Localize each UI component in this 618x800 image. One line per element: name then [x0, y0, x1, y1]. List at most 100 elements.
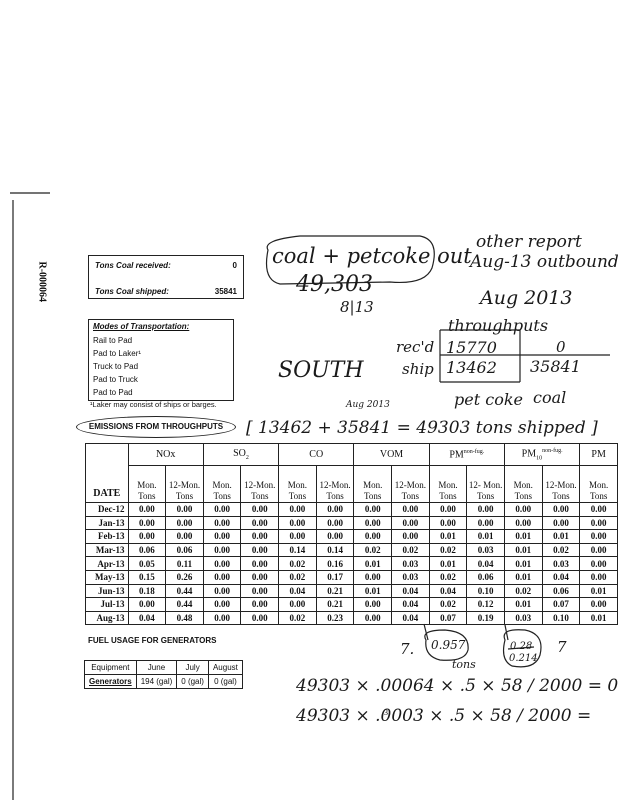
value-cell: 0.02 [353, 542, 393, 558]
value-cell: 0.00 [202, 610, 242, 626]
fuel-title: FUEL USAGE FOR GENERATORS [88, 636, 217, 645]
hand-circle [424, 629, 469, 661]
group-header: CO [278, 443, 355, 466]
value-cell: 0.16 [315, 556, 355, 571]
hand-circle [265, 235, 435, 285]
value-cell: 0.00 [579, 529, 618, 544]
modes-box: Modes of Transportation: Rail to Pad Pad t… [88, 319, 234, 401]
page-number: 3 [384, 708, 388, 717]
group-header: VOM [353, 443, 430, 466]
handwriting: 35841 [530, 357, 581, 376]
value-cell: 0.44 [165, 583, 204, 599]
value-cell: 0.00 [202, 515, 242, 531]
handwriting: other report [476, 232, 582, 252]
value-cell: 0.48 [165, 610, 204, 626]
modes-title: Modes of Transportation: [93, 322, 190, 331]
value-cell: 0.00 [428, 515, 468, 531]
value-cell: 0.01 [541, 529, 581, 544]
date-cell: Jan-13 [85, 515, 129, 531]
group-header: NOx [127, 443, 204, 466]
group-header: PMnon-fug. [428, 443, 505, 466]
value-cell: 0.00 [541, 515, 581, 531]
mode-item: Pad to Laker¹ [93, 349, 142, 358]
handwriting: 49303 × .00064 × .5 × 58 / 2000 = 0.4 [296, 676, 618, 696]
handwriting: rec'd [396, 338, 435, 356]
group-sub: 2 [245, 455, 249, 461]
handwriting: Aug 2013 [480, 287, 573, 309]
group-name: NOx [155, 449, 176, 460]
hand-circle [502, 629, 542, 668]
value-cell: 0.00 [127, 597, 167, 612]
value-cell: 0.00 [503, 502, 543, 517]
value-cell: 0.04 [541, 569, 581, 585]
value-cell: 0.00 [202, 502, 242, 517]
value-cell: 0.00 [240, 542, 280, 558]
value-cell: 0.00 [278, 515, 317, 531]
data-row: Dec-12 0.00 0.00 0.00 0.00 0.00 0.00 0.00 0.00 0.… [85, 502, 618, 517]
header-row: DATE NOx SO2 CO VOM PMnon-fug. PM10non-fug. PM [85, 443, 618, 503]
value-cell: 0.05 [127, 556, 167, 571]
value-cell: 0.11 [165, 556, 204, 571]
value-cell: 0.03 [391, 569, 430, 585]
value-cell: 0.00 [202, 583, 242, 599]
value-cell: 0.10 [466, 583, 505, 599]
value-cell: 0.00 [127, 502, 167, 517]
coal-value: 0 [232, 261, 237, 270]
value-cell: 0.00 [202, 542, 242, 558]
value-cell: 0.19 [466, 610, 505, 626]
value-cell: 0.01 [503, 597, 543, 612]
value-cell: 0.02 [278, 556, 317, 571]
value-cell: 0.00 [240, 556, 280, 571]
handwriting: SOUTH [278, 358, 364, 383]
value-cell: 0.02 [541, 542, 581, 558]
coal-value: 35841 [214, 287, 237, 296]
value-cell: 0.04 [466, 556, 505, 571]
value-cell: 0.01 [503, 542, 543, 558]
handwriting: Aug 2013 [346, 400, 390, 410]
value-cell: 0.00 [579, 597, 618, 612]
value-cell: 0.02 [278, 569, 317, 585]
group-name: CO [309, 449, 324, 460]
coal-row: Tons Coal shipped: 35841 [95, 287, 237, 296]
value-cell: 0.06 [165, 542, 204, 558]
handwriting: [ 13462 + 35841 = 49303 tons shipped ] [246, 418, 598, 438]
value-cell: 0.00 [278, 502, 317, 517]
data-row: Apr-13 0.05 0.11 0.00 0.00 0.02 0.16 0.01 0.03 0.… [85, 556, 618, 571]
value-cell: 0.00 [165, 515, 204, 531]
value-cell: 0.01 [353, 583, 393, 599]
value-cell: 0.01 [353, 556, 393, 571]
date-cell: Jul-13 [85, 597, 129, 612]
handwriting: ship [402, 360, 434, 378]
value-cell: 0.14 [278, 542, 317, 558]
handwriting: 15770 [446, 338, 497, 357]
value-cell: 0.00 [240, 569, 280, 585]
value-cell: 0.00 [315, 502, 355, 517]
value-cell: 0.04 [428, 583, 468, 599]
value-cell: 0.00 [202, 529, 242, 544]
mode-item: Truck to Pad [93, 362, 139, 371]
handwriting: pet coke [454, 390, 523, 409]
value-cell: 0.00 [240, 502, 280, 517]
strike [507, 646, 535, 650]
value-cell: 0.01 [579, 610, 618, 626]
group-name: VOM [379, 449, 404, 460]
date-cell: Mar-13 [85, 542, 129, 558]
value-cell: 0.00 [579, 502, 618, 517]
value-cell: 0.12 [466, 597, 505, 612]
side-label: R-000064 [36, 261, 48, 303]
value-cell: 0.00 [278, 597, 317, 612]
handwriting: 7. [400, 640, 415, 658]
column-header: Mon. Tons [127, 465, 167, 503]
column-header: Mon. Tons [353, 465, 393, 503]
value-cell: 0.01 [466, 529, 505, 544]
value-cell: 0.10 [541, 610, 581, 626]
emissions-table: DATE NOx SO2 CO VOM PMnon-fug. PM10non-fug. PM M… [85, 443, 618, 626]
value-cell: 0.00 [391, 502, 430, 517]
group-name: SO [233, 448, 246, 459]
value-cell: 0.02 [428, 569, 468, 585]
data-row: May-13 0.15 0.26 0.00 0.00 0.02 0.17 0.00 0.03 0.… [85, 569, 618, 585]
handwriting: 0 [556, 338, 566, 356]
value-cell: 0.00 [240, 610, 280, 626]
date-cell: Dec-12 [85, 502, 129, 517]
fuel-cell: 0 (gal) [207, 674, 243, 689]
